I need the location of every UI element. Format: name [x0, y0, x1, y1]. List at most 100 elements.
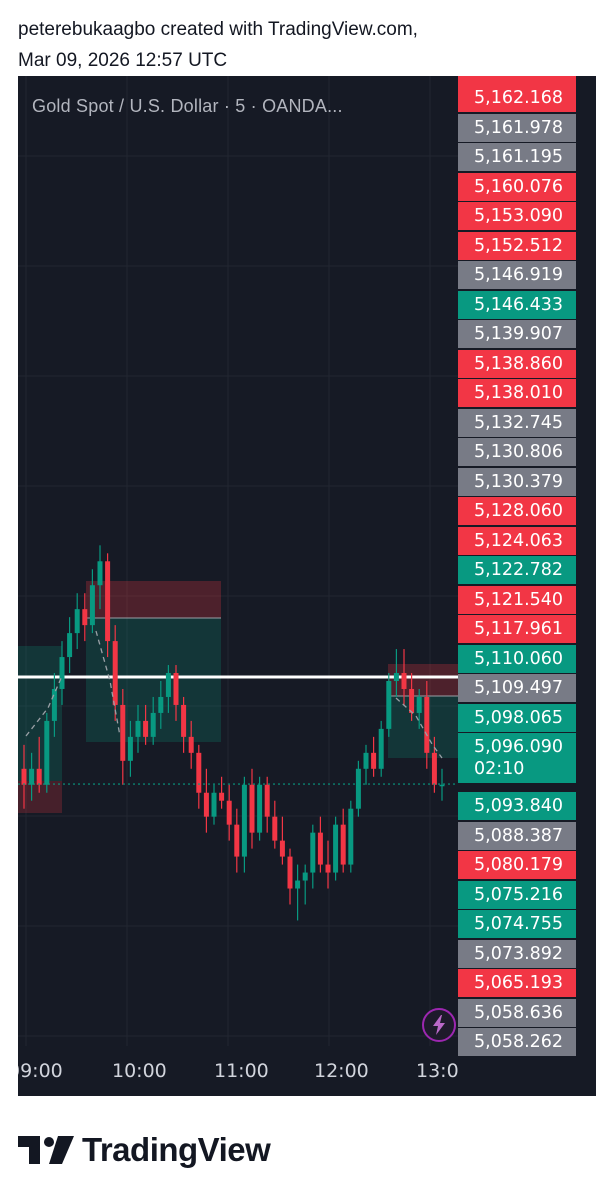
price-tag: 5,161.195 — [458, 143, 576, 171]
candle-body — [371, 752, 377, 769]
candle-body — [355, 768, 361, 809]
candle-body — [173, 673, 179, 705]
candle-body — [97, 561, 103, 586]
price-tag: 5,073.892 — [458, 939, 576, 968]
candle-body — [295, 880, 301, 889]
candle-body — [36, 768, 42, 785]
header-timestamp: Mar 09, 2026 12:57 UTC — [18, 50, 228, 71]
candle-body — [287, 856, 293, 889]
candle-body — [211, 792, 217, 817]
candle-body — [416, 696, 422, 713]
candle-body — [393, 673, 399, 682]
candle-body — [196, 752, 202, 793]
candle-body — [340, 824, 346, 865]
symbol-title[interactable]: Gold Spot / U.S. Dollar · 5 · OANDA... — [32, 96, 343, 116]
price-scale[interactable]: 5,162.168 5,161.978 5,161.195 5,160.076 5,15… — [458, 76, 596, 1056]
price-tag: 5,109.497 — [458, 674, 576, 702]
price-tag: 5,146.433 — [458, 290, 576, 319]
candle-body — [424, 696, 430, 753]
candle-body — [188, 736, 194, 753]
price-tag: 5,093.840 — [458, 792, 576, 820]
price-tag: 5,122.782 — [458, 556, 576, 584]
tradingview-brand-text: TradingView — [82, 1131, 271, 1168]
candle-body — [82, 609, 88, 626]
time-axis-label: 10:00 — [112, 1060, 167, 1082]
price-tag: 02:10 — [458, 754, 576, 783]
candle-body — [439, 784, 445, 787]
price-tag: 5,088.387 — [458, 821, 576, 850]
candle-body — [51, 688, 57, 721]
chart-frame[interactable]: Gold Spot / U.S. Dollar · 5 · OANDA... 5… — [18, 76, 596, 1096]
price-tag: 5,130.379 — [458, 467, 576, 496]
candle-body — [279, 840, 285, 857]
price-tag: 5,110.060 — [458, 644, 576, 673]
price-tag: 5,121.540 — [458, 585, 576, 614]
long-position-stop-zone — [18, 781, 62, 813]
candle-body — [219, 792, 225, 801]
candle-body — [203, 792, 209, 817]
price-tag: 5,138.860 — [458, 349, 576, 378]
time-axis-label: 13:0 — [416, 1060, 459, 1082]
candle-body — [317, 832, 323, 865]
candle-body — [333, 824, 339, 873]
short-position-2-stop-zone — [388, 664, 458, 696]
candle-body — [105, 561, 111, 642]
time-axis-label: 09:00 — [18, 1060, 63, 1082]
tradingview-logo: TradingView — [18, 1128, 271, 1172]
screenshot-header: peterebukaagbo created with TradingView.… — [18, 14, 598, 76]
candle-body — [272, 816, 278, 841]
price-tag: 5,153.090 — [458, 202, 576, 230]
candle-body — [264, 784, 270, 817]
candle-body — [89, 585, 95, 626]
candlestick-plot[interactable] — [18, 76, 458, 1046]
candle-body — [21, 768, 27, 785]
price-tag: 5,130.806 — [458, 438, 576, 466]
candle-body — [59, 657, 65, 689]
candle-body — [120, 704, 126, 761]
candle-body — [143, 720, 149, 737]
price-tag: 5,117.961 — [458, 615, 576, 643]
candle-body — [431, 752, 437, 785]
time-axis[interactable]: 09:00 10:00 11:00 12:00 13:0 — [18, 1046, 459, 1096]
candle-body — [226, 800, 232, 825]
price-tag: 5,160.076 — [458, 172, 576, 201]
header-author-line: peterebukaagbo created with TradingView.… — [18, 19, 418, 40]
candle-body — [29, 768, 35, 785]
candle-body — [127, 736, 133, 761]
price-tag: 5,138.010 — [458, 379, 576, 407]
candle-body — [386, 681, 392, 729]
trade-path-line — [395, 697, 443, 759]
candle-body — [409, 688, 415, 713]
price-tag: 5,128.060 — [458, 497, 576, 525]
candle-body — [181, 704, 187, 737]
candle-body — [348, 808, 354, 865]
trade-path-line — [25, 675, 63, 737]
price-tag: 5,146.919 — [458, 261, 576, 289]
candle-body — [112, 641, 118, 705]
candle-body — [325, 864, 331, 873]
price-tag: 5,124.063 — [458, 526, 576, 555]
candle-body — [249, 784, 255, 833]
price-tag: 5,162.168 — [458, 84, 576, 112]
price-tag: 5,075.216 — [458, 880, 576, 909]
candle-body — [150, 712, 156, 737]
candle-body — [74, 609, 80, 634]
candle-body — [165, 673, 171, 697]
candle-body — [378, 728, 384, 769]
candle-body — [234, 824, 240, 857]
tradingview-logo-icon — [18, 1136, 74, 1164]
price-tag: 5,080.179 — [458, 851, 576, 879]
price-tag: 5,058.262 — [458, 1028, 576, 1056]
price-tag: 5,152.512 — [458, 231, 576, 260]
lightning-icon — [433, 1015, 445, 1035]
candle-body — [302, 872, 308, 881]
time-axis-label: 11:00 — [214, 1060, 269, 1082]
time-axis-label: 12:00 — [314, 1060, 369, 1082]
lightning-button[interactable] — [422, 1008, 456, 1042]
price-tag: 5,139.907 — [458, 320, 576, 348]
candle-body — [135, 720, 141, 737]
price-tag: 5,058.636 — [458, 998, 576, 1027]
candle-body — [158, 696, 164, 713]
candle-body — [310, 832, 316, 873]
price-tag: 5,098.065 — [458, 703, 576, 732]
